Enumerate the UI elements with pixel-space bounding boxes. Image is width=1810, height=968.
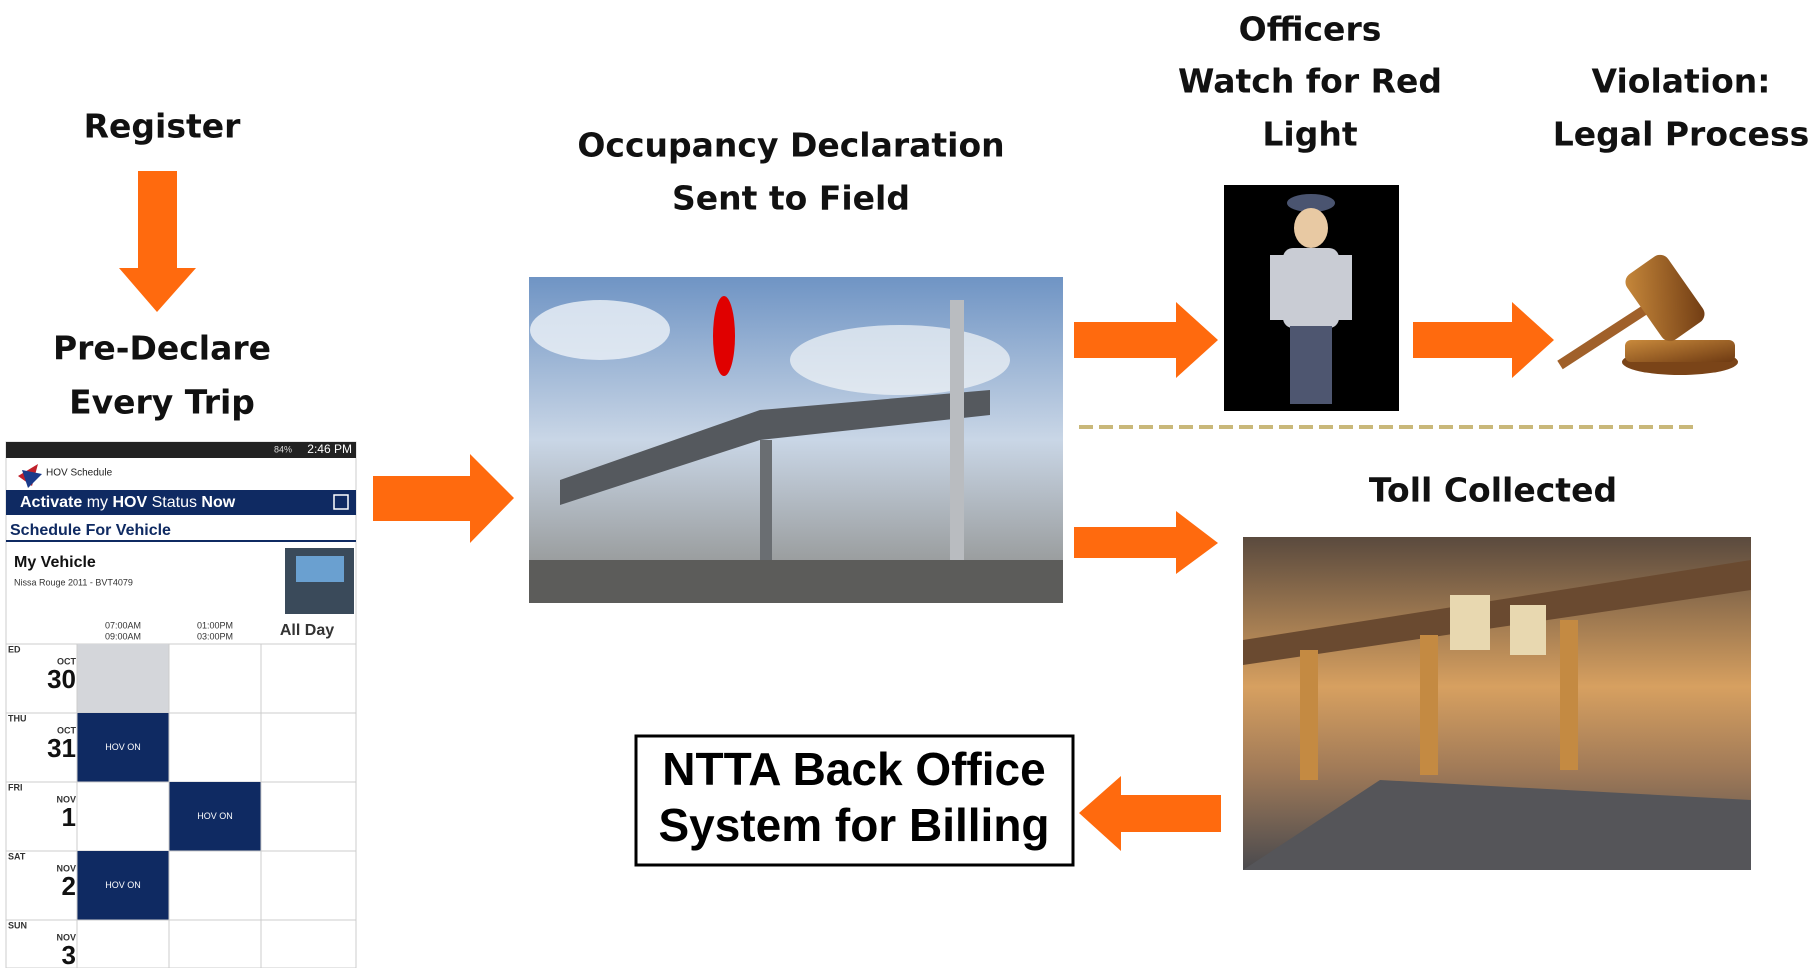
- phone-text: Status: [152, 494, 202, 511]
- phone-text: 2: [62, 871, 76, 901]
- box-label: NTTA Back Office: [662, 743, 1045, 795]
- step-label: Sent to Field: [672, 179, 910, 218]
- step-label: Occupancy Declaration: [577, 126, 1004, 165]
- phone-text: 1: [62, 802, 76, 832]
- phone-text: SUN: [8, 920, 27, 930]
- diagram: 84% 2:46 PM HOV Schedule Activate my HOV St…: [0, 0, 1810, 968]
- step-label: Officers: [1239, 10, 1382, 49]
- phone-text: FRI: [8, 782, 23, 792]
- step-label: Pre-Declare: [53, 329, 271, 368]
- phone-text: Activate my HOV Status Now: [20, 494, 236, 511]
- phone-text: Activate: [20, 494, 87, 511]
- step-label: Every Trip: [69, 383, 255, 422]
- phone-text: HOV ON: [197, 811, 233, 821]
- phone-text: Nissa Rouge 2011 - BVT4079: [14, 577, 133, 587]
- arrow-right: [1413, 302, 1554, 378]
- phone-text: my: [87, 494, 113, 511]
- phone-text: HOV ON: [105, 742, 141, 752]
- step-label: Toll Collected: [1369, 471, 1617, 510]
- phone-text: HOV ON: [105, 880, 141, 890]
- gavel-image: [1560, 251, 1738, 375]
- phone-text: 30: [47, 664, 76, 694]
- arrow-left: [1079, 776, 1221, 851]
- officer-image: [1224, 185, 1399, 411]
- toll-photo: [1243, 537, 1751, 870]
- phone-text: ED: [8, 644, 21, 654]
- step-label: Violation:: [1592, 62, 1771, 101]
- phone-text: 3: [62, 940, 76, 968]
- phone-text: 07:00AM: [105, 620, 141, 630]
- phone-text: 01:00PM: [197, 620, 233, 630]
- step-label: Legal Process: [1553, 115, 1809, 154]
- arrow-right: [1074, 302, 1218, 378]
- phone-text: All Day: [280, 622, 334, 639]
- step-label: Watch for Red: [1178, 62, 1442, 101]
- gantry-photo: [529, 277, 1063, 603]
- arrow-down: [119, 171, 196, 312]
- arrow-right: [373, 454, 514, 543]
- phone-text: 84%: [274, 444, 292, 454]
- phone-text: Schedule For Vehicle: [10, 522, 171, 539]
- phone-text: 03:00PM: [197, 631, 233, 641]
- phone-screenshot: 84% 2:46 PM HOV Schedule Activate my HOV St…: [6, 442, 356, 968]
- phone-text: THU: [8, 713, 27, 723]
- phone-text: HOV: [112, 494, 151, 511]
- cell: [77, 644, 169, 713]
- phone-text: HOV Schedule: [46, 468, 113, 479]
- step-label: Light: [1262, 115, 1357, 154]
- arrow-right: [1074, 511, 1218, 574]
- step-label: Register: [84, 107, 242, 146]
- phone-text: 09:00AM: [105, 631, 141, 641]
- box-label: System for Billing: [658, 799, 1049, 851]
- phone-text: Now: [201, 494, 235, 511]
- phone-text: 31: [47, 733, 76, 763]
- phone-text: My Vehicle: [14, 554, 96, 571]
- phone-text: SAT: [8, 851, 26, 861]
- phone-text: 2:46 PM: [307, 442, 352, 456]
